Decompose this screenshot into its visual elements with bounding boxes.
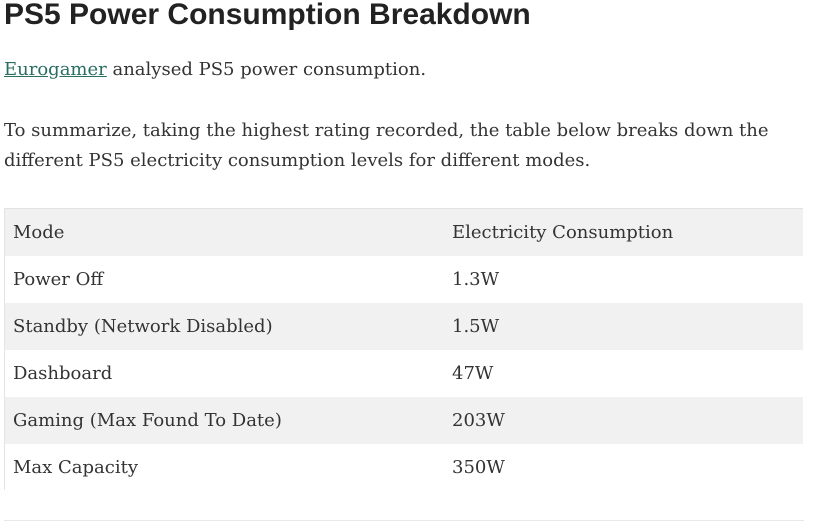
section-divider — [4, 520, 804, 521]
table-left-border — [4, 208, 5, 490]
header-mode: Mode — [4, 208, 443, 256]
mode-cell: Power Off — [13, 269, 104, 290]
header-electricity-consumption: Electricity Consumption — [443, 208, 803, 256]
page-title: PS5 Power Consumption Breakdown — [4, 0, 531, 31]
summary-paragraph: To summarize, taking the highest rating … — [4, 120, 769, 171]
table-row: Max Capacity 350W — [4, 444, 803, 491]
table-row: Gaming (Max Found To Date) 203W — [4, 397, 803, 444]
mode-cell: Dashboard — [13, 363, 113, 384]
intro-text: analysed PS5 power consumption. — [106, 59, 427, 80]
consumption-cell: 203W — [443, 397, 803, 444]
consumption-cell: 1.5W — [443, 303, 803, 350]
mode-cell: Gaming (Max Found To Date) — [4, 397, 443, 444]
power-consumption-table: Mode Electricity Consumption Power Off 1… — [4, 208, 803, 491]
table-row: Standby (Network Disabled) 1.5W — [4, 303, 803, 350]
eurogamer-link[interactable]: Eurogamer — [4, 59, 107, 80]
table-header-row: Mode Electricity Consumption — [4, 208, 803, 256]
consumption-cell: 1.3W — [452, 269, 500, 290]
table-row: Power Off 1.3W — [4, 256, 803, 303]
consumption-cell: 350W — [452, 457, 505, 478]
mode-cell: Max Capacity — [13, 457, 139, 478]
consumption-cell: 47W — [452, 363, 494, 384]
mode-cell: Standby (Network Disabled) — [4, 303, 443, 350]
table-row: Dashboard 47W — [4, 350, 803, 397]
intro-paragraph: Eurogamer analysed PS5 power consumption… — [4, 55, 426, 85]
